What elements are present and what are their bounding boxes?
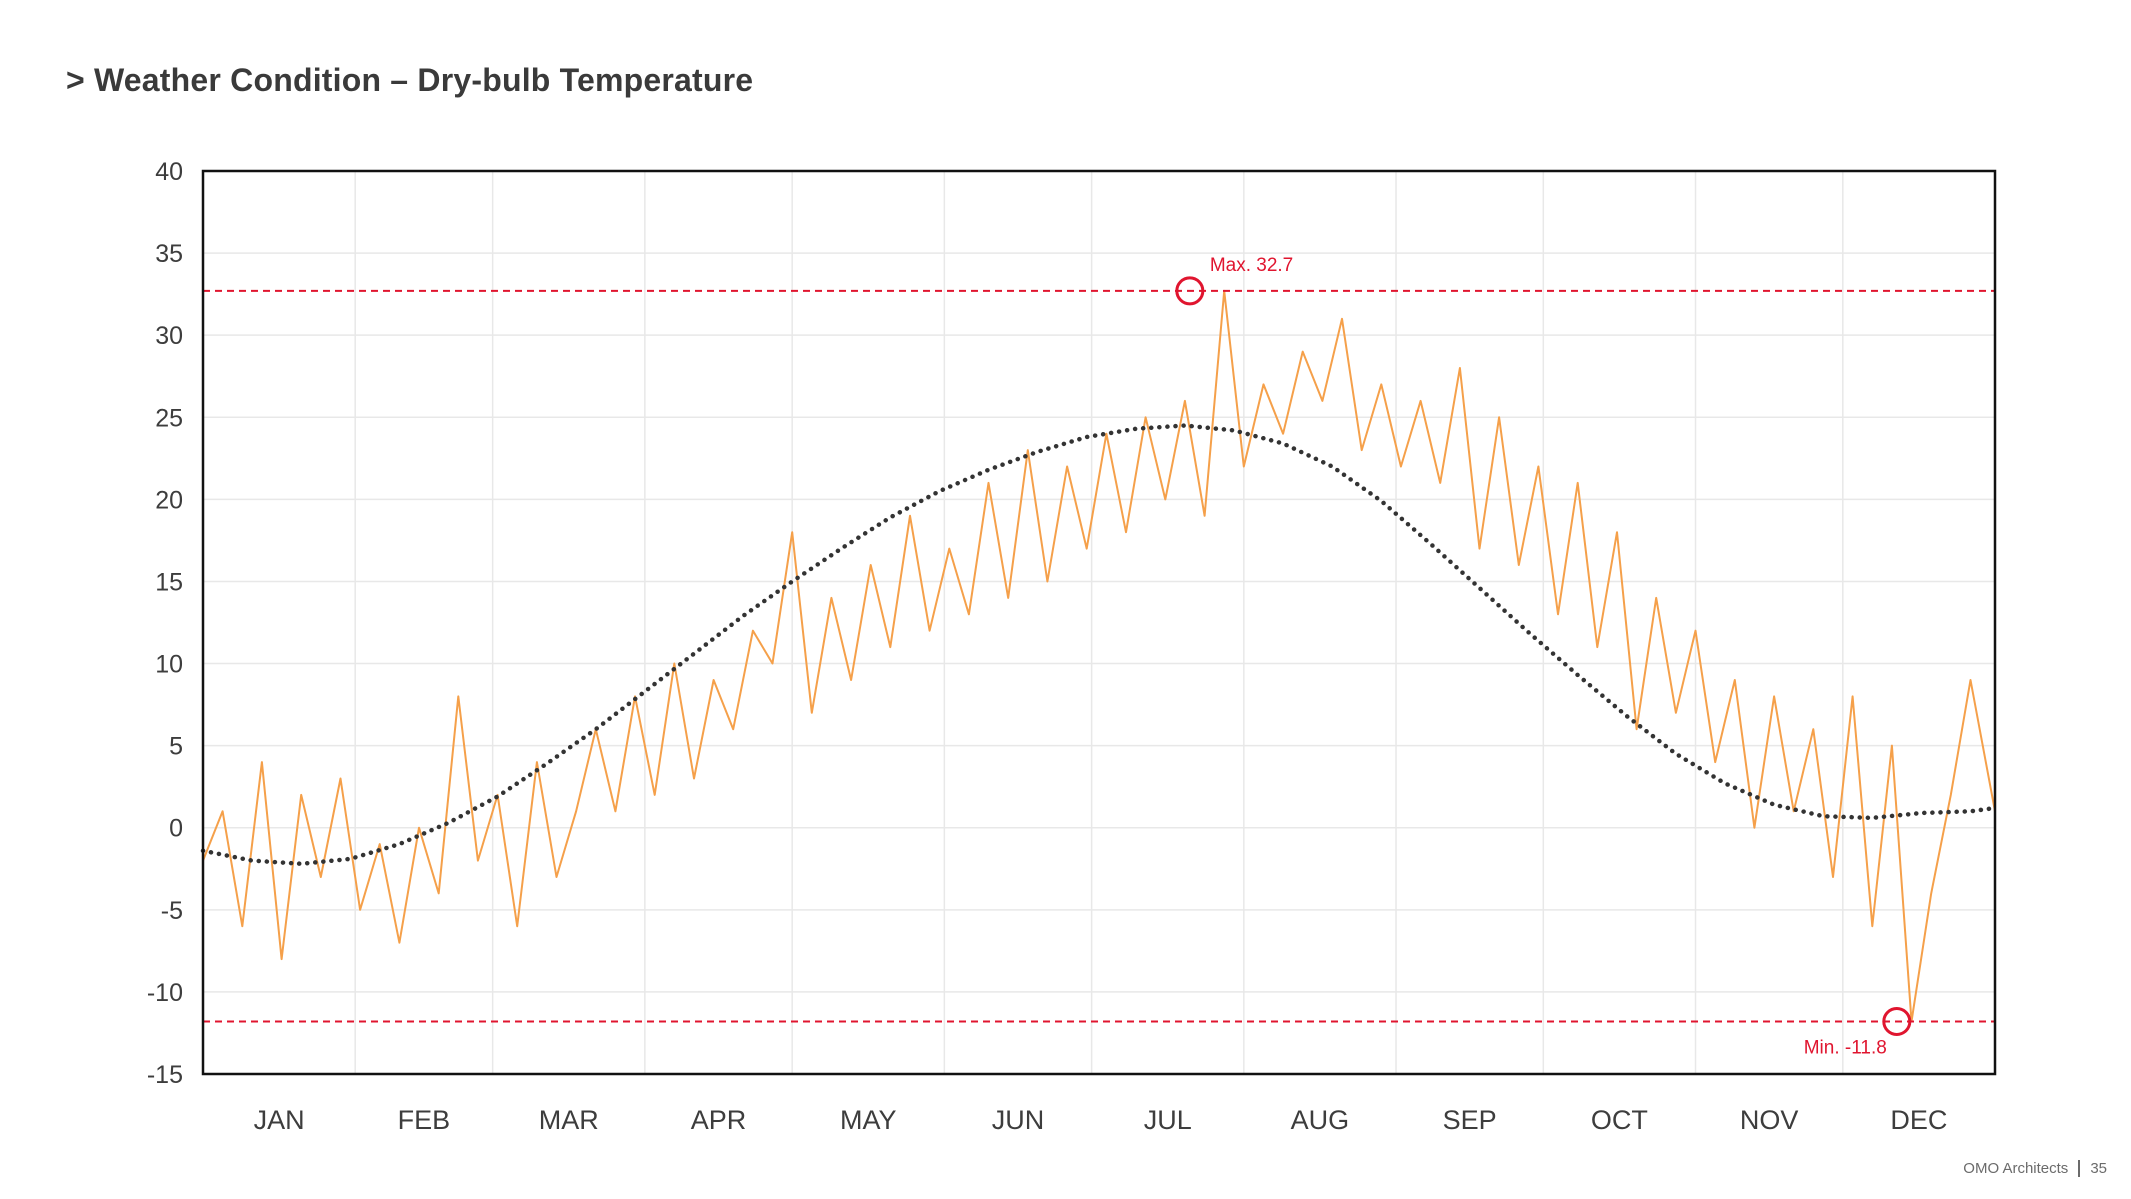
x-tick-label-feb: FEB	[398, 1105, 451, 1135]
footer-company: OMO Architects	[1963, 1160, 2069, 1177]
min-label: Min. -11.8	[1804, 1037, 1887, 1058]
x-tick-label-may: MAY	[840, 1105, 897, 1135]
x-tick-label-jan: JAN	[254, 1105, 305, 1135]
grid-lines	[203, 170, 1995, 1075]
plot-border	[201, 169, 1997, 1076]
y-tick-label: 5	[169, 733, 183, 761]
x-tick-label-oct: OCT	[1591, 1105, 1648, 1135]
y-tick-label: -5	[161, 897, 183, 925]
footer: OMO Architects 35	[1963, 1160, 2107, 1177]
y-tick-label: 0	[169, 815, 183, 843]
x-tick-label-jul: JUL	[1144, 1105, 1192, 1135]
page-number: 35	[2090, 1160, 2107, 1177]
y-tick-label: 25	[155, 404, 183, 432]
x-tick-label-mar: MAR	[539, 1105, 599, 1135]
page-title: > Weather Condition – Dry-bulb Temperatu…	[66, 62, 754, 98]
x-tick-label-dec: DEC	[1890, 1105, 1947, 1135]
series-layer	[200, 289, 1998, 1023]
footer-separator	[2078, 1160, 2081, 1177]
y-tick-label: -10	[147, 979, 183, 1007]
y-tick-label: 10	[155, 651, 183, 679]
y-tick-label: 30	[155, 322, 183, 350]
x-tick-label-jun: JUN	[992, 1105, 1045, 1135]
y-tick-label: 40	[155, 158, 183, 186]
trend-line-dotted	[200, 423, 1998, 867]
y-axis-ticks: 40 35 30 25 20 15 10 5 0 -5 -10 -15	[147, 158, 183, 1089]
max-label: Max. 32.7	[1210, 255, 1293, 276]
y-tick-label: 20	[155, 486, 183, 514]
temperature-series-line	[202, 289, 1996, 1023]
x-tick-label-sep: SEP	[1443, 1105, 1497, 1135]
reference-lines: Max. 32.7 Min. -11.8	[203, 255, 1995, 1058]
y-tick-label: -15	[147, 1061, 183, 1089]
x-axis-month-labels: JAN FEB MAR APR MAY JUN JUL AUG SEP OCT NOV DEC	[254, 1105, 1948, 1135]
y-tick-label: 15	[155, 568, 183, 596]
x-tick-label-aug: AUG	[1291, 1105, 1350, 1135]
max-marker-circle	[1175, 276, 1205, 306]
y-tick-label: 35	[155, 240, 183, 268]
x-tick-label-apr: APR	[691, 1105, 747, 1135]
min-marker-circle	[1882, 1006, 1912, 1036]
x-tick-label-nov: NOV	[1740, 1105, 1799, 1135]
